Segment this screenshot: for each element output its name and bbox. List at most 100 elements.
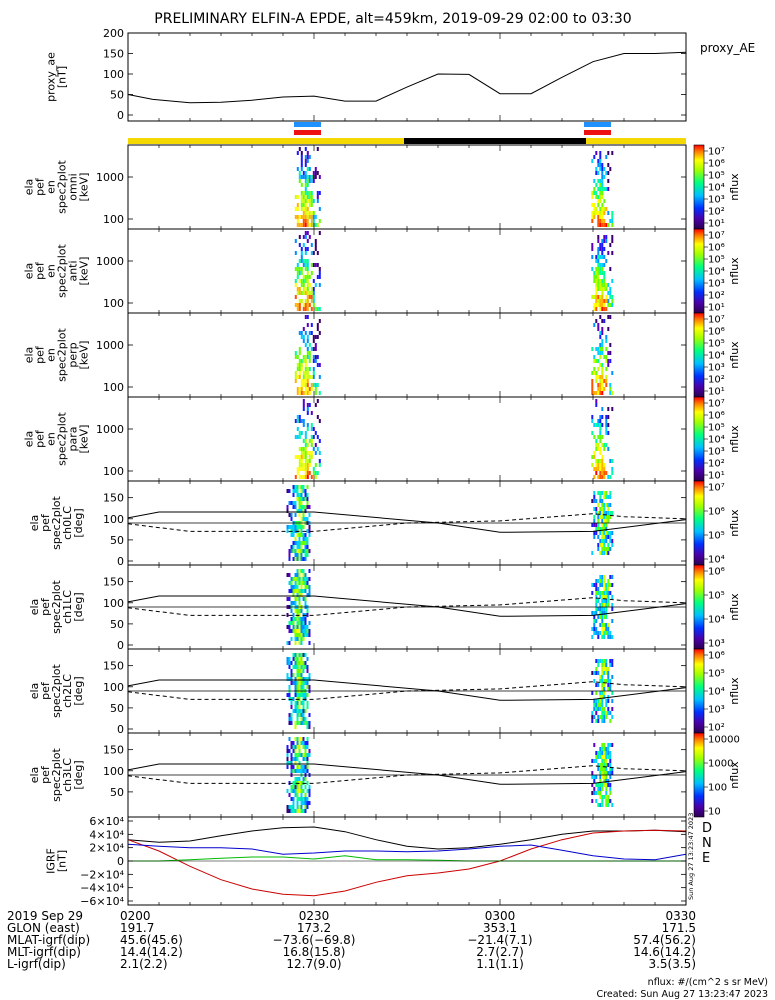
spectrogram-pixel: [294, 455, 297, 459]
spectrogram-pixel: [294, 701, 297, 705]
spectrogram-pixel: [300, 383, 303, 387]
spectrogram-pixel: [595, 587, 598, 591]
spectrogram-pixel: [312, 435, 315, 439]
spectrogram-pixel: [597, 607, 600, 611]
spectrogram-pixel: [599, 775, 602, 779]
spectrogram-pixel: [593, 491, 596, 495]
spectrogram-pixel: [607, 679, 610, 683]
spectrogram-pixel: [304, 259, 307, 263]
spectrogram-pixel: [603, 715, 606, 719]
spectrogram-pixel: [310, 211, 313, 215]
spectrogram-pixel: [607, 187, 610, 191]
spectrogram-pixel: [597, 299, 600, 303]
spectrogram-pixel: [308, 351, 311, 355]
spectrogram-pixel: [605, 583, 608, 587]
spectrogram-pixel: [302, 223, 305, 227]
spectrogram-pixel: [304, 505, 307, 509]
spectrogram-pixel: [306, 315, 309, 319]
spectrogram-pixel: [605, 595, 608, 599]
spectrogram-pixel: [597, 671, 600, 675]
spectrogram-pixel: [302, 399, 305, 403]
spectrogram-pixel: [601, 743, 604, 747]
spectrogram-pixel: [300, 271, 303, 275]
spectrogram-pixel: [599, 511, 602, 515]
footer-value: 0300: [485, 909, 516, 923]
spectrogram-pixel: [294, 661, 297, 665]
spectrogram-pixel: [593, 519, 596, 523]
spectrogram-pixel: [312, 371, 315, 375]
science-zone-markers: [294, 122, 611, 135]
spectrogram-pixel: [300, 489, 303, 493]
spectrogram-pixel: [595, 299, 598, 303]
spectrogram-pixel: [595, 439, 598, 443]
footer-value: 0230: [299, 909, 330, 923]
spectrogram-pixel: [300, 653, 303, 657]
spectrogram-pixel: [599, 247, 602, 251]
spectrogram-pixel: [308, 641, 311, 645]
spectrogram-pixel: [302, 455, 305, 459]
spectrogram-pixel: [304, 291, 307, 295]
spectrogram-pixel: [298, 637, 301, 641]
science-zone-blue: [584, 122, 611, 127]
spectrogram-pixel: [599, 419, 602, 423]
spectrogram-pixel: [603, 795, 606, 799]
spectrogram-pixel: [304, 367, 307, 371]
spectrogram-pixel: [603, 527, 606, 531]
spectrogram-pixel: [611, 635, 614, 639]
spectrogram-pixel: [296, 287, 299, 291]
spectrogram-pixel: [591, 791, 594, 795]
spectrogram-pixel: [296, 709, 299, 713]
spectrogram-pixel: [599, 623, 602, 627]
spectrogram-pixel: [605, 419, 608, 423]
spectrogram-pixel: [601, 423, 604, 427]
spectrogram-pixel: [306, 247, 309, 251]
spectrogram-pixel: [306, 681, 309, 685]
spectrogram-pixel: [603, 671, 606, 675]
spectrogram-pixel: [607, 531, 610, 535]
spectrogram-pixel: [302, 573, 305, 577]
spectrogram-pixel: [601, 183, 604, 187]
spectrogram-pixel: [607, 803, 610, 807]
spectrogram-pixel: [292, 801, 295, 805]
spectrogram-pixel: [609, 291, 612, 295]
spectrogram-pixel: [300, 533, 303, 537]
spectrogram-pixel: [601, 531, 604, 535]
spectrogram-pixel: [595, 611, 598, 615]
spectrogram-pixel: [603, 627, 606, 631]
colorbar-tick-label: 10⁶: [708, 567, 725, 578]
spectrogram-pixel: [308, 785, 311, 789]
spectrogram-pixel: [306, 303, 309, 307]
spectrogram-pixel: [296, 721, 299, 725]
spectrogram-pixel: [601, 195, 604, 199]
spectrogram-pixel: [304, 769, 307, 773]
spectrogram-pixel: [603, 207, 606, 211]
spectrogram-pixel: [290, 745, 293, 749]
spectrogram-pixel: [593, 475, 596, 479]
spectrogram-pixel: [605, 787, 608, 791]
spectrogram-pixel: [288, 717, 291, 721]
spectrogram-pixel: [292, 585, 295, 589]
spectrogram-pixel: [609, 583, 612, 587]
spectrogram-pixel: [300, 669, 303, 673]
spectrogram-pixel: [316, 191, 319, 195]
spectrogram-pixel: [292, 809, 295, 813]
spectrogram-pixel: [593, 523, 596, 527]
spectrogram-pixel: [286, 809, 289, 813]
spectrogram-pixel: [605, 427, 608, 431]
spectrogram-pixel: [316, 447, 319, 451]
spectrogram-pixel: [607, 519, 610, 523]
spectrogram-pixel: [290, 629, 293, 633]
spectrogram-pixel: [607, 359, 610, 363]
spectrogram-pixel: [304, 279, 307, 283]
spectrogram-pixel: [298, 569, 301, 573]
spectrogram-pixel: [593, 507, 596, 511]
spectrogram-pixel: [298, 601, 301, 605]
spectrogram-pixel: [593, 583, 596, 587]
spectrogram-pixel: [288, 581, 291, 585]
spectrogram-pixel: [603, 503, 606, 507]
spectrogram-pixel: [308, 275, 311, 279]
spectrogram-pixel: [593, 307, 596, 311]
spectrogram-pixel: [296, 577, 299, 581]
spectrogram-pixel: [304, 195, 307, 199]
spectrogram-pixel: [611, 371, 614, 375]
